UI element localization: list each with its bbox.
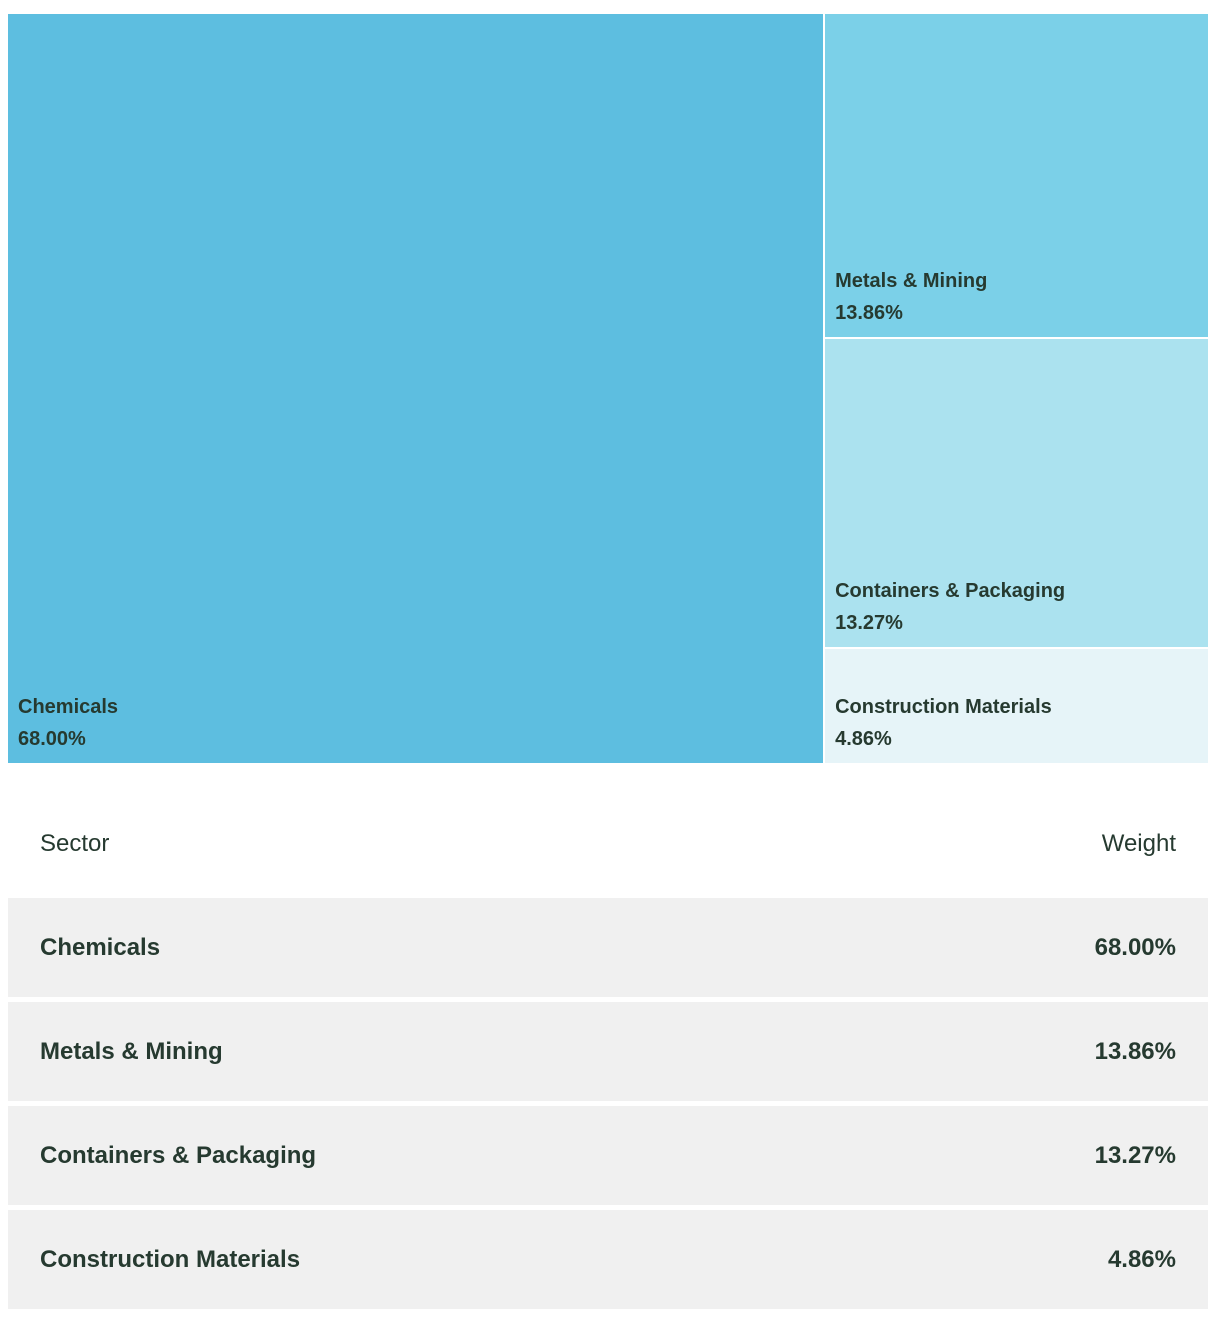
sector-name: Construction Materials <box>40 1245 301 1273</box>
table-row-metals-mining: Metals & Mining 13.86% <box>8 1002 1208 1101</box>
weight-column-header: Weight <box>1101 830 1176 857</box>
table-row-chemicals: Chemicals 68.00% <box>8 898 1208 997</box>
treemap-tile-value: 13.86% <box>835 301 903 324</box>
treemap-tile-name: Containers & Packaging <box>835 580 1066 603</box>
sector-name: Chemicals <box>40 933 161 961</box>
sector-name: Containers & Packaging <box>40 1141 317 1169</box>
sector-weight: 13.86% <box>1094 1037 1176 1065</box>
treemap-tile-value: 4.86% <box>835 727 892 750</box>
sector-column-header: Sector <box>40 830 110 857</box>
sector-table-header: Sector Weight <box>8 820 1208 872</box>
sector-weight: 4.86% <box>1107 1245 1176 1273</box>
treemap-tile-metals-mining: Metals & Mining 13.86% <box>825 14 1208 337</box>
treemap-tile-name: Metals & Mining <box>835 269 988 292</box>
treemap-tile-label: Chemicals 68.00% <box>18 691 118 755</box>
treemap-tile-label: Containers & Packaging 13.27% <box>835 575 1065 639</box>
treemap-tile-name: Construction Materials <box>835 695 1052 718</box>
sector-table: Chemicals 68.00% Metals & Mining 13.86% … <box>8 898 1208 1314</box>
treemap-tile-value: 68.00% <box>18 728 86 750</box>
sector-name: Metals & Mining <box>40 1037 223 1065</box>
treemap-tile-construction-materials: Construction Materials 4.86% <box>825 649 1208 763</box>
treemap-tile-name: Chemicals <box>18 696 119 718</box>
sector-treemap: Chemicals 68.00% Metals & Mining 13.86% Cont… <box>8 14 1208 763</box>
treemap-tile-chemicals: Chemicals 68.00% <box>8 14 824 763</box>
treemap-tile-label: Construction Materials 4.86% <box>835 691 1052 755</box>
table-row-construction-materials: Construction Materials 4.86% <box>8 1210 1208 1309</box>
treemap-tile-value: 13.27% <box>835 612 903 635</box>
sector-weight: 13.27% <box>1094 1141 1176 1169</box>
table-row-containers-packaging: Containers & Packaging 13.27% <box>8 1106 1208 1205</box>
treemap-tile-label: Metals & Mining 13.86% <box>835 265 987 329</box>
sector-weight: 68.00% <box>1094 933 1176 961</box>
treemap-tile-containers-packaging: Containers & Packaging 13.27% <box>825 338 1208 648</box>
